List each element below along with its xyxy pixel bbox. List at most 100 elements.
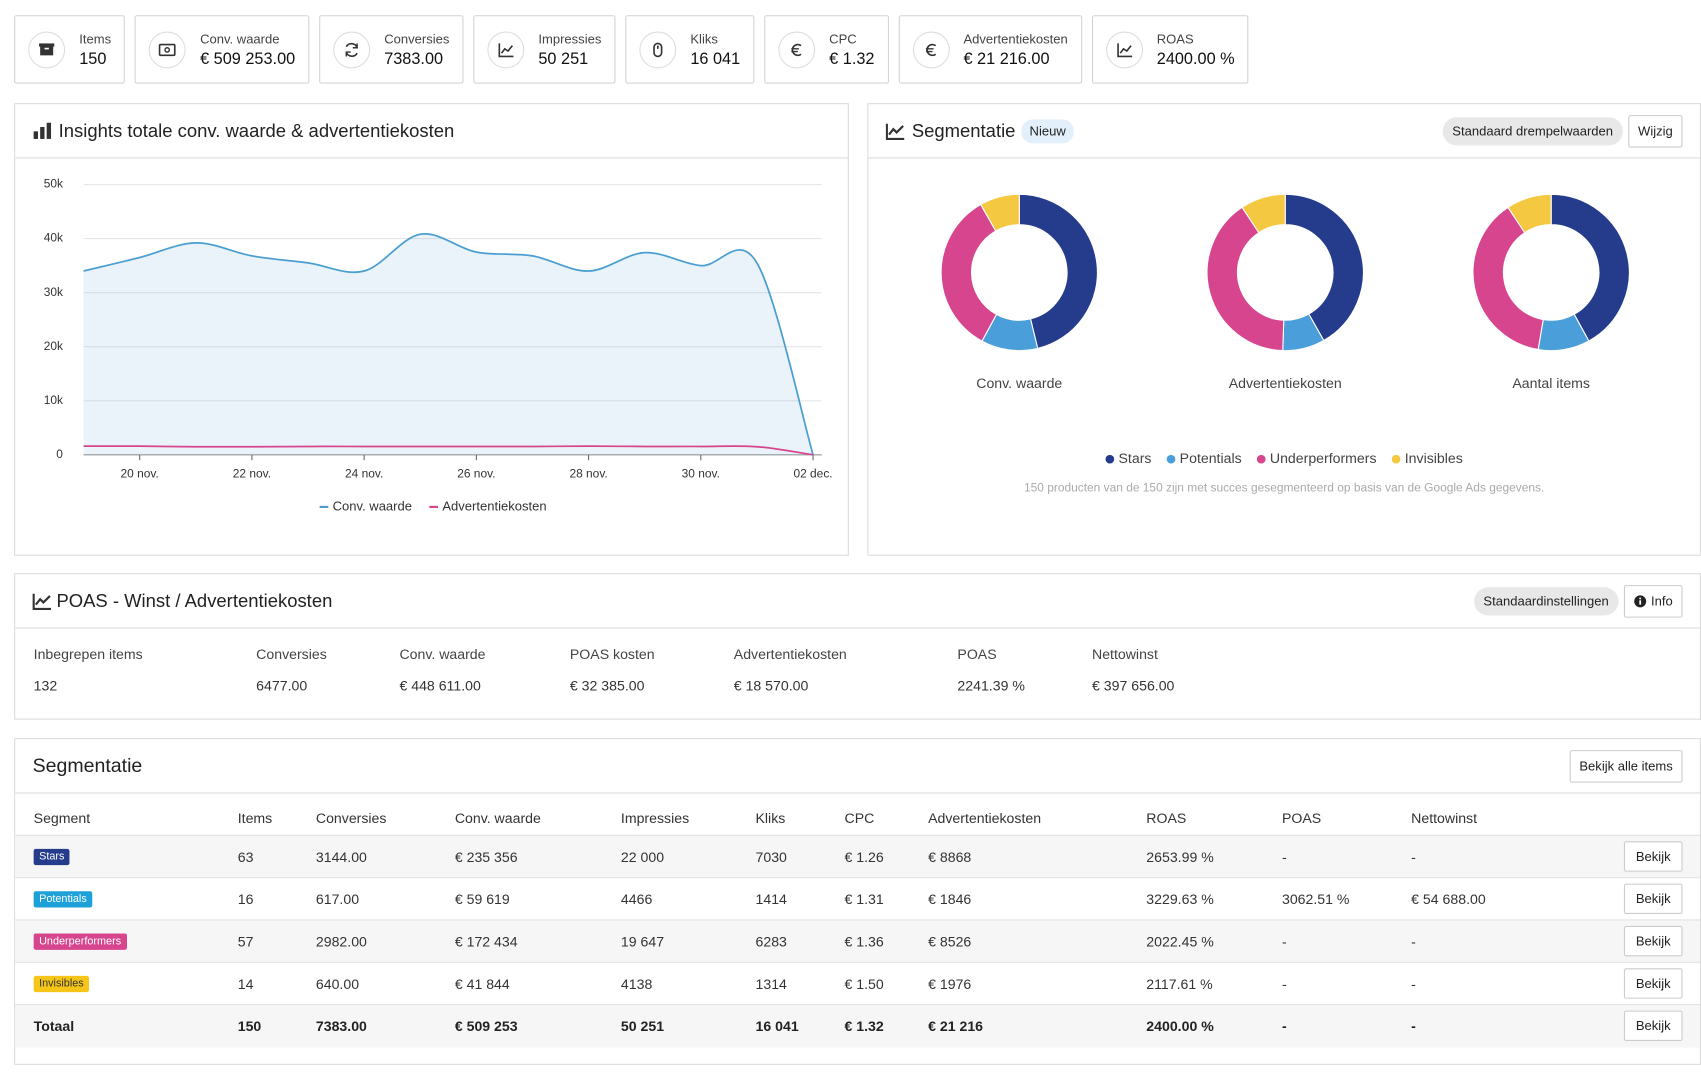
table-cell: € 1846 (928, 891, 972, 908)
donut-slice (1472, 206, 1544, 351)
defaults-button[interactable]: Standaardinstellingen (1473, 586, 1619, 615)
panel-title: Segmentatie (32, 754, 143, 777)
metric-value: 132 (33, 677, 58, 694)
segment-badge: Stars (33, 848, 70, 866)
table-cell: € 1.32 (844, 1018, 884, 1035)
kpi-label: Advertentiekosten (963, 30, 1068, 47)
column-header: Items (237, 809, 273, 827)
column-header: Kliks (755, 809, 786, 827)
table-cell: 19 647 (620, 933, 665, 950)
kpi-icon (778, 30, 816, 68)
badge: Nieuw (1021, 118, 1074, 143)
kpi-text: Impressies 50 251 (538, 31, 601, 68)
icon (345, 42, 358, 57)
table-cell: 2400.00 % (1146, 1018, 1214, 1035)
panel-header: POAS - Winst / Advertentiekosten Standaa… (15, 574, 1700, 629)
table-cell: - (1281, 1018, 1287, 1035)
panel-header: Segmentatie Bekijk alle items (15, 739, 1700, 794)
y-tick-label: 10k (44, 393, 63, 407)
view-button[interactable]: Bekijk (1623, 841, 1683, 872)
table-cell: - (1411, 848, 1416, 866)
threshold-button[interactable]: Standaard drempelwaarden (1442, 116, 1623, 145)
kpi-card: CPC € 1.32 (764, 15, 889, 84)
x-tick-label: 20 nov. (121, 467, 159, 481)
y-tick-label: 0 (56, 447, 63, 461)
kpi-text: CPC € 1.32 (829, 31, 874, 68)
table-cell: 14 (237, 975, 254, 993)
table-cell: - (1281, 848, 1287, 866)
info-label: Info (1651, 593, 1673, 609)
table-cell: 1414 (755, 891, 787, 908)
view-button[interactable]: Bekijk (1623, 1010, 1683, 1041)
segment-badge: Potentials (33, 891, 93, 908)
edit-button[interactable]: Wijzig (1628, 114, 1683, 148)
donut-slice (1284, 193, 1364, 342)
metric-label: POAS (957, 645, 997, 663)
legend-swatch (1166, 454, 1176, 464)
table-cell: € 54 688.00 (1411, 891, 1486, 908)
metric-value: € 448 611.00 (399, 677, 481, 694)
table-cell: 63 (237, 848, 254, 866)
metric-value: € 32 385.00 (569, 677, 645, 694)
x-tick-label: 28 nov. (569, 467, 607, 481)
icon (791, 43, 802, 56)
table-cell: 16 (237, 891, 254, 908)
table-cell: - (1281, 975, 1287, 993)
kpi-value: 150 (79, 49, 107, 68)
segmentation-panel: Segmentatie Nieuw Standaard drempelwaard… (867, 103, 1701, 556)
view-button[interactable]: Bekijk (1623, 968, 1683, 999)
kpi-icon (912, 30, 950, 68)
table-cell: 2022.45 % (1146, 933, 1214, 950)
kpi-card: Items 150 (14, 15, 126, 84)
column-header: Nettowinst (1411, 809, 1478, 827)
line (83, 233, 814, 456)
kpi-row: Items 150 Conv. waarde € 509 253.00 Conversi… (14, 15, 1249, 84)
panel-header: Insights totale conv. waarde & advertent… (15, 104, 848, 159)
table-cell: - (1281, 933, 1287, 950)
footnote: 150 producten van de 150 zijn met succes… (1024, 481, 1544, 495)
donut-slice (1507, 193, 1552, 234)
table-cell: 6283 (755, 933, 787, 950)
kpi-text: Advertentiekosten € 21 216.00 (963, 31, 1067, 68)
y-tick-label: 30k (44, 285, 63, 299)
donut-title: Conv. waarde (976, 375, 1062, 391)
view-button[interactable]: Bekijk (1623, 883, 1683, 914)
y-tick-label: 20k (44, 339, 63, 353)
area (83, 233, 814, 455)
metric-value: 6477.00 (256, 677, 308, 694)
view-all-button[interactable]: Bekijk alle items (1569, 749, 1683, 783)
donut-charts: Conv. waarde Advertentiekosten Aantal item… (940, 193, 1630, 495)
column-header: Conversies (315, 809, 387, 827)
kpi-card: ROAS 2400.00 % (1091, 15, 1249, 84)
table-cell: 16 041 (755, 1018, 799, 1035)
table-panel: Segmentatie Bekijk alle items Segment Ite… (14, 738, 1701, 1065)
legend: Conv. waarde Advertentiekosten (319, 498, 547, 513)
kpi-label: Kliks (690, 30, 718, 47)
legend-label: Underperformers (1270, 450, 1377, 466)
legend-label: Advertentiekosten (442, 498, 546, 513)
y-tick-label: 40k (44, 231, 63, 245)
legend-swatch (1105, 454, 1115, 464)
panel-header: Segmentatie Nieuw Standaard drempelwaard… (868, 104, 1700, 159)
kpi-text: Kliks 16 041 (690, 31, 740, 68)
table-cell: 3062.51 % (1281, 891, 1350, 908)
view-button[interactable]: Bekijk (1623, 925, 1683, 957)
table-cell: € 1976 (928, 975, 972, 993)
x-tick-label: 22 nov. (233, 467, 271, 481)
kpi-label: ROAS (1156, 30, 1194, 47)
column-header: POAS (1281, 809, 1322, 827)
kpi-value: € 1.32 (829, 49, 875, 68)
table-cell: 150 (237, 1018, 262, 1035)
kpi-card: Impressies 50 251 (473, 15, 616, 84)
x-tick-label: 26 nov. (457, 467, 495, 481)
table-cell: 1314 (755, 975, 787, 993)
table-cell: € 1.26 (844, 848, 884, 866)
info-button[interactable]: Info (1623, 584, 1683, 618)
column-header: Segment (33, 809, 91, 827)
table-row: Potentials 16 617.00 € 59 619 4466 1414 € 1.31… (15, 877, 1700, 921)
kpi-label: Items (79, 30, 112, 47)
donut-slice (1241, 193, 1286, 234)
table-row: Underperformers 57 2982.00 € 172 434 19 647 6… (15, 919, 1700, 963)
table-row: Totaal 150 7383.00 € 509 253 50 251 16 041 € 1… (15, 1004, 1700, 1048)
